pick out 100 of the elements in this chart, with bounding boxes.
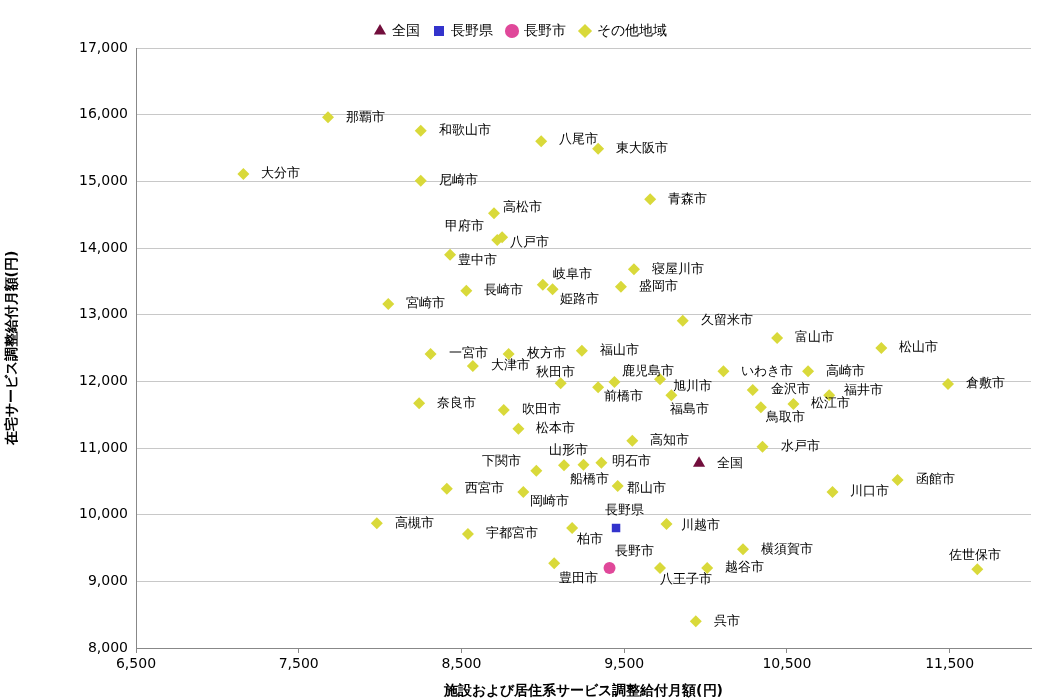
point xyxy=(554,377,567,390)
point xyxy=(536,278,549,291)
point xyxy=(875,342,888,354)
point xyxy=(497,404,510,416)
data-label: 寝屋川市 xyxy=(651,260,704,276)
data-label: 鹿児島市 xyxy=(622,363,675,379)
data-label: 岐阜市 xyxy=(552,266,592,282)
point xyxy=(575,344,588,357)
data-label: 甲府市 xyxy=(445,218,485,234)
data-label: 盛岡市 xyxy=(638,278,678,294)
point xyxy=(577,458,590,471)
data-label: 長崎市 xyxy=(484,282,524,298)
data-label: 横須賀市 xyxy=(760,540,813,556)
point xyxy=(676,314,689,327)
point xyxy=(530,464,543,477)
data-label: 一宮市 xyxy=(448,345,488,361)
point xyxy=(644,193,657,206)
data-label: 金沢市 xyxy=(770,381,810,397)
data-label: 宮崎市 xyxy=(406,295,446,311)
y-tick-label: 17,000 xyxy=(79,38,128,55)
data-label: 倉敷市 xyxy=(966,375,1006,391)
point xyxy=(548,557,561,570)
point xyxy=(653,562,666,574)
data-label: 函館市 xyxy=(915,471,955,487)
data-label: 福島市 xyxy=(670,400,710,416)
data-label: 奈良市 xyxy=(437,394,477,410)
point xyxy=(322,111,335,124)
point xyxy=(440,482,453,495)
data-label: 富山市 xyxy=(795,329,835,345)
point xyxy=(771,332,784,344)
data-label: 明石市 xyxy=(612,453,652,469)
data-label: 八戸市 xyxy=(510,233,550,249)
data-label: 東大阪市 xyxy=(616,140,669,156)
data-label: 呉市 xyxy=(713,612,740,628)
data-label: 高崎市 xyxy=(826,362,866,378)
data-label: 豊田市 xyxy=(559,569,599,585)
point xyxy=(592,381,605,394)
point xyxy=(461,528,474,540)
data-label: 大分市 xyxy=(261,165,301,181)
point xyxy=(692,456,706,467)
point xyxy=(891,474,904,486)
y-tick-label: 10,000 xyxy=(79,505,128,522)
point xyxy=(756,440,769,453)
y-axis-title: 在宅サービス調整給付月額(円) xyxy=(3,250,20,447)
data-label: 長野市 xyxy=(614,543,654,559)
data-label: 郡山市 xyxy=(626,480,666,496)
point xyxy=(512,422,525,435)
data-label: 前橋市 xyxy=(604,387,644,403)
point xyxy=(382,298,395,310)
data-label: 福山市 xyxy=(599,342,639,358)
point xyxy=(413,397,426,410)
point xyxy=(460,284,473,297)
y-tick-label: 14,000 xyxy=(79,238,128,255)
data-label: 福井市 xyxy=(844,381,884,397)
point xyxy=(546,283,559,296)
point xyxy=(557,459,570,472)
point xyxy=(717,365,730,378)
data-label: 吹田市 xyxy=(521,401,561,417)
point xyxy=(517,486,530,498)
data-label: 松江市 xyxy=(811,395,851,411)
data-label: 八尾市 xyxy=(559,130,599,146)
data-label: 船橋市 xyxy=(569,471,609,487)
point xyxy=(665,389,678,402)
x-tick-label: 7,500 xyxy=(278,655,319,672)
y-tick-label: 9,000 xyxy=(87,571,128,588)
data-label: 全国 xyxy=(717,454,744,470)
point xyxy=(611,480,624,492)
y-tick-label: 13,000 xyxy=(79,305,128,322)
y-tick-label: 16,000 xyxy=(79,105,128,122)
x-tick-label: 10,500 xyxy=(762,655,812,672)
point xyxy=(237,168,250,180)
data-label: 旭川市 xyxy=(672,377,712,393)
x-tick-label: 11,500 xyxy=(925,655,975,672)
point xyxy=(971,563,984,576)
y-tick-label: 11,000 xyxy=(79,438,128,455)
point xyxy=(424,348,437,360)
data-label: 松本市 xyxy=(536,420,576,436)
legend-label: 長野県 xyxy=(451,21,493,38)
data-label: 鳥取市 xyxy=(764,408,805,424)
data-label: 高槻市 xyxy=(394,514,434,530)
point xyxy=(626,434,639,447)
legend-label: 長野市 xyxy=(524,21,566,38)
data-label: 高松市 xyxy=(503,198,542,214)
data-label: 青森市 xyxy=(668,190,708,206)
point xyxy=(660,518,673,530)
data-label: 西宮市 xyxy=(464,480,504,496)
data-label: 山形市 xyxy=(548,441,588,457)
point xyxy=(444,248,457,261)
point xyxy=(826,486,839,498)
data-label: いわき市 xyxy=(741,362,794,378)
point xyxy=(414,124,427,137)
legend-label: その他地域 xyxy=(597,21,667,38)
data-label: 越谷市 xyxy=(725,559,765,575)
point xyxy=(754,401,767,414)
point xyxy=(942,378,955,390)
point xyxy=(802,365,815,378)
data-label: 水戸市 xyxy=(780,438,820,454)
data-label: 八王子市 xyxy=(659,571,712,587)
legend-label: 全国 xyxy=(392,21,420,38)
data-label: 尼崎市 xyxy=(438,172,478,188)
